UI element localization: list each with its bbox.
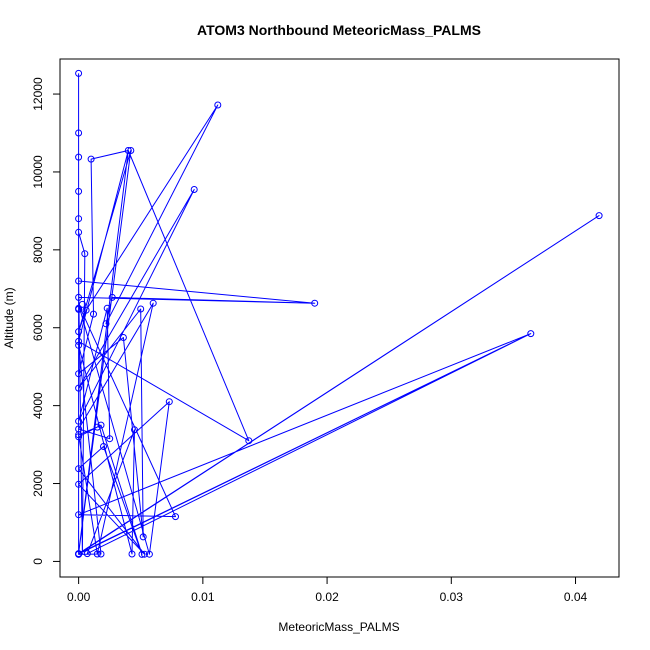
data-point (131, 426, 138, 434)
data-point (106, 435, 114, 443)
data-point (75, 228, 83, 236)
data-point (75, 417, 83, 425)
data-point (75, 153, 83, 161)
series-layer (75, 69, 603, 558)
data-point (119, 334, 127, 341)
x-tick-label: 0.02 (315, 590, 339, 604)
data-point (75, 129, 83, 137)
data-point (75, 480, 83, 488)
data-point (190, 186, 198, 193)
data-point (100, 443, 107, 450)
data-point (75, 550, 83, 558)
data-point (75, 433, 83, 441)
data-point (103, 304, 111, 312)
y-tick-label: 4000 (31, 392, 45, 419)
data-point (311, 299, 319, 307)
y-tick-label: 8000 (31, 236, 45, 263)
data-point (149, 299, 157, 307)
x-tick-label: 0.00 (67, 590, 91, 604)
y-tick-label: 10000 (31, 155, 45, 189)
data-point (93, 423, 101, 431)
data-point (75, 328, 83, 336)
x-axis-label: MeteoricMass_PALMS (278, 620, 399, 634)
data-point (102, 320, 110, 328)
data-point (127, 147, 135, 154)
data-point (172, 513, 179, 521)
data-point (97, 421, 105, 429)
data-point (214, 101, 222, 109)
data-point (78, 300, 86, 308)
data-point (93, 550, 101, 558)
y-axis-label: Altitude (m) (2, 287, 16, 348)
data-point (75, 465, 83, 473)
data-point (75, 215, 83, 223)
series-line (78, 73, 600, 555)
data-point (137, 305, 145, 313)
data-point (75, 431, 83, 439)
data-point (75, 293, 83, 301)
data-point (75, 384, 83, 392)
data-point (165, 398, 173, 406)
data-point (97, 550, 105, 558)
data-point (82, 306, 90, 314)
data-point (139, 533, 147, 541)
data-point (75, 337, 83, 345)
chart-title: ATOM3 Northbound MeteoricMass_PALMS (197, 22, 481, 38)
data-point (128, 550, 136, 558)
data-point (75, 187, 83, 195)
y-axis: 0 2000 4000 6000 8000 10000 12000 (31, 77, 61, 565)
x-tick-label: 0.04 (564, 590, 588, 604)
data-point (141, 550, 148, 558)
data-point (87, 155, 95, 163)
data-point (81, 250, 89, 258)
data-point (75, 511, 83, 519)
data-point (527, 330, 535, 338)
x-tick-label: 0.01 (191, 590, 215, 604)
data-point (138, 550, 146, 558)
data-point (108, 293, 116, 301)
y-tick-label: 6000 (31, 314, 45, 341)
data-point (75, 69, 83, 77)
y-tick-label: 12000 (31, 77, 45, 111)
data-point (595, 212, 603, 220)
data-point (75, 305, 83, 313)
data-point (75, 341, 83, 349)
y-tick-label: 0 (31, 558, 45, 565)
x-axis: 0.00 0.01 0.02 0.03 0.04 (67, 576, 588, 604)
data-point (83, 550, 91, 558)
data-point (124, 147, 132, 154)
data-point (75, 277, 83, 285)
x-tick-label: 0.03 (440, 590, 464, 604)
y-tick-label: 2000 (31, 470, 45, 497)
data-point (90, 310, 97, 318)
data-point (245, 437, 253, 445)
data-point (145, 550, 153, 558)
data-point (75, 370, 83, 378)
